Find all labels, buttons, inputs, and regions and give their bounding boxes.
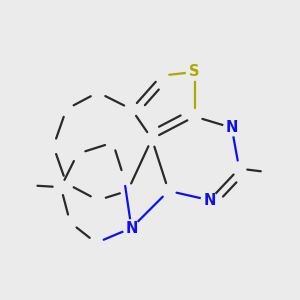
Text: S: S (189, 64, 200, 80)
Text: N: N (203, 193, 216, 208)
Circle shape (186, 64, 203, 80)
Text: N: N (226, 120, 238, 135)
Text: N: N (125, 220, 138, 236)
Circle shape (201, 192, 218, 208)
Circle shape (123, 220, 140, 236)
Circle shape (224, 119, 240, 136)
